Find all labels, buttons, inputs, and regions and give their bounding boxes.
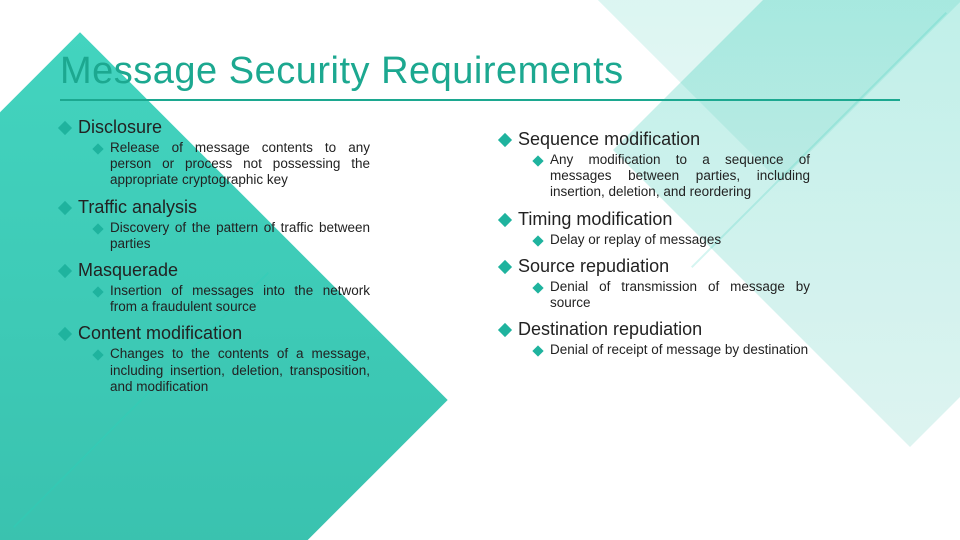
diamond-bullet-icon <box>498 212 512 226</box>
sub-item: Denial of transmission of message by sou… <box>534 279 900 311</box>
diamond-bullet-icon <box>532 235 543 246</box>
sub-item-text: Discovery of the pattern of traffic betw… <box>110 220 370 252</box>
item-label: Source repudiation <box>518 256 669 277</box>
list-item: Content modification Changes to the cont… <box>60 323 460 395</box>
sub-item: Insertion of messages into the network f… <box>94 283 460 315</box>
diamond-bullet-icon <box>92 223 103 234</box>
diamond-bullet-icon <box>92 286 103 297</box>
item-label: Disclosure <box>78 117 162 138</box>
slide-title: Message Security Requirements <box>60 50 900 101</box>
item-label: Destination repudiation <box>518 319 702 340</box>
right-list: Sequence modification Any modification t… <box>500 129 900 358</box>
item-label: Traffic analysis <box>78 197 197 218</box>
sub-item-text: Release of message contents to any perso… <box>110 140 370 189</box>
sub-item-text: Changes to the contents of a message, in… <box>110 346 370 395</box>
item-label: Timing modification <box>518 209 672 230</box>
diamond-bullet-icon <box>532 282 543 293</box>
sub-item-text: Denial of transmission of message by sou… <box>550 279 810 311</box>
list-item: Masquerade Insertion of messages into th… <box>60 260 460 315</box>
sub-item: Discovery of the pattern of traffic betw… <box>94 220 460 252</box>
list-item: Source repudiation Denial of transmissio… <box>500 256 900 311</box>
diamond-bullet-icon <box>498 260 512 274</box>
sub-item: Changes to the contents of a message, in… <box>94 346 460 395</box>
list-item: Timing modification Delay or replay of m… <box>500 209 900 248</box>
diamond-bullet-icon <box>92 350 103 361</box>
diamond-bullet-icon <box>92 143 103 154</box>
sub-item-text: Delay or replay of messages <box>550 232 721 248</box>
slide-content: Message Security Requirements Disclosure… <box>0 0 960 433</box>
list-item: Sequence modification Any modification t… <box>500 129 900 201</box>
item-label: Sequence modification <box>518 129 700 150</box>
item-label: Masquerade <box>78 260 178 281</box>
diamond-bullet-icon <box>498 133 512 147</box>
sub-item: Any modification to a sequence of messag… <box>534 152 900 201</box>
diamond-bullet-icon <box>58 121 72 135</box>
diamond-bullet-icon <box>498 323 512 337</box>
content-columns: Disclosure Release of message contents t… <box>60 117 900 403</box>
list-item: Destination repudiation Denial of receip… <box>500 319 900 358</box>
right-column: Sequence modification Any modification t… <box>500 117 900 403</box>
sub-item-text: Any modification to a sequence of messag… <box>550 152 810 201</box>
diamond-bullet-icon <box>532 345 543 356</box>
diamond-bullet-icon <box>532 155 543 166</box>
sub-item-text: Denial of receipt of message by destinat… <box>550 342 808 358</box>
sub-item-text: Insertion of messages into the network f… <box>110 283 370 315</box>
diamond-bullet-icon <box>58 327 72 341</box>
list-item: Disclosure Release of message contents t… <box>60 117 460 189</box>
sub-item: Delay or replay of messages <box>534 232 900 248</box>
diamond-bullet-icon <box>58 200 72 214</box>
list-item: Traffic analysis Discovery of the patter… <box>60 197 460 252</box>
item-label: Content modification <box>78 323 242 344</box>
left-list: Disclosure Release of message contents t… <box>60 117 460 395</box>
sub-item: Denial of receipt of message by destinat… <box>534 342 900 358</box>
left-column: Disclosure Release of message contents t… <box>60 117 460 403</box>
diamond-bullet-icon <box>58 264 72 278</box>
sub-item: Release of message contents to any perso… <box>94 140 460 189</box>
